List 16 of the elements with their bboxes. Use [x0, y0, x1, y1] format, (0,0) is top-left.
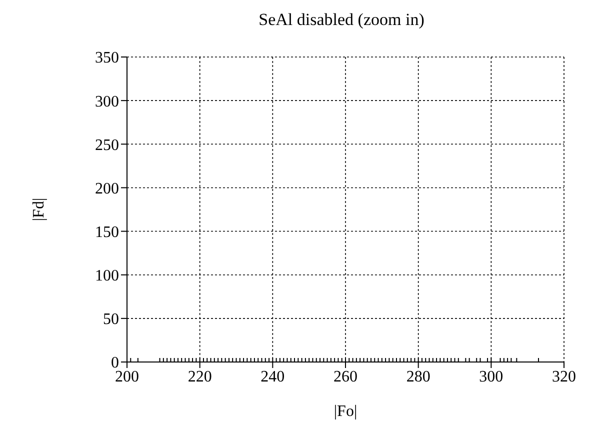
x-tick-label: 280: [406, 368, 430, 386]
x-tick-label: 300: [479, 368, 504, 386]
chart-title: SeAl disabled (zoom in): [258, 10, 426, 30]
x-tick-label: 240: [260, 368, 285, 386]
x-tick-label: 220: [188, 368, 212, 386]
y-axis-title: |Fd|: [30, 198, 48, 222]
x-tick-label: 260: [334, 368, 358, 386]
y-tick-label: 350: [95, 50, 119, 67]
y-tick-label: 150: [95, 224, 119, 241]
y-tick-label: 300: [95, 93, 119, 110]
y-tick-label: 200: [95, 180, 119, 198]
x-axis-title: |Fo|: [334, 403, 358, 420]
x-tick-label: 320: [552, 368, 576, 386]
y-tick-label: 50: [103, 311, 119, 328]
y-tick-label: 250: [95, 136, 119, 154]
y-tick-label: 100: [95, 268, 119, 285]
